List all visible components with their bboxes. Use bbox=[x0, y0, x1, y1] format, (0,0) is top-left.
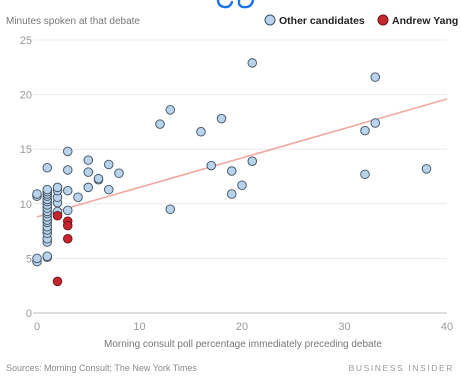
point-other-candidate bbox=[421, 164, 432, 174]
point-other-candidate bbox=[165, 105, 175, 115]
point-other-candidate bbox=[370, 118, 381, 128]
data-points bbox=[32, 58, 432, 287]
point-other-candidate bbox=[42, 251, 53, 261]
x-tick-label: 40 bbox=[441, 321, 453, 333]
point-other-candidate bbox=[196, 126, 206, 137]
brand-logo: BUSINESS INSIDER bbox=[349, 363, 454, 373]
point-other-candidate bbox=[103, 159, 114, 170]
point-andrew-yang bbox=[63, 233, 73, 244]
legend-marker-andrew-yang bbox=[377, 14, 389, 26]
point-other-candidate bbox=[63, 185, 73, 196]
clipped-title-fragment bbox=[237, 0, 255, 9]
trend-line-layer bbox=[36, 98, 448, 218]
x-tick-label: 30 bbox=[338, 321, 350, 333]
point-other-candidate bbox=[114, 168, 124, 178]
clipped-title-fragment bbox=[216, 0, 234, 9]
point-other-candidate bbox=[206, 160, 216, 171]
x-tick-label: 20 bbox=[236, 321, 248, 333]
trend-line bbox=[36, 98, 448, 218]
point-other-candidate bbox=[370, 72, 381, 82]
gridlines bbox=[33, 39, 447, 314]
point-other-candidate bbox=[63, 205, 73, 216]
point-other-candidate bbox=[237, 180, 247, 190]
point-other-candidate bbox=[52, 182, 63, 193]
point-other-candidate bbox=[216, 113, 227, 124]
point-other-candidate bbox=[103, 184, 114, 195]
legend-label-other-candidates: Other candidates bbox=[279, 15, 365, 27]
y-axis-title: Minutes spoken at that debate bbox=[6, 16, 140, 27]
point-other-candidate bbox=[226, 166, 237, 176]
point-andrew-yang bbox=[63, 220, 73, 231]
point-other-candidate bbox=[165, 204, 175, 215]
y-tick-label: 15 bbox=[20, 144, 32, 156]
point-other-candidate bbox=[360, 169, 370, 180]
point-other-candidate bbox=[247, 156, 257, 166]
point-andrew-yang bbox=[52, 211, 63, 221]
point-other-candidate bbox=[83, 182, 93, 193]
point-other-candidate bbox=[42, 184, 53, 195]
x-tick-label: 10 bbox=[133, 321, 145, 333]
point-other-candidate bbox=[73, 192, 83, 202]
point-other-candidate bbox=[247, 58, 257, 68]
point-other-candidate bbox=[360, 125, 370, 136]
y-tick-label: 25 bbox=[20, 35, 32, 47]
point-other-candidate bbox=[42, 163, 53, 173]
y-tick-label: 0 bbox=[26, 308, 32, 320]
x-tick-label: 0 bbox=[34, 321, 40, 333]
y-tick-label: 5 bbox=[26, 253, 32, 265]
chart-legend: Other candidates Andrew Yang bbox=[264, 14, 458, 27]
y-tick-label: 10 bbox=[20, 199, 32, 211]
y-axis-ticks: 0 5 10 15 20 25 bbox=[20, 35, 32, 320]
point-other-candidate bbox=[63, 146, 73, 157]
x-axis-title: Morning consult poll percentage immediat… bbox=[104, 339, 382, 350]
point-other-candidate bbox=[63, 165, 73, 175]
point-andrew-yang bbox=[52, 276, 63, 287]
point-other-candidate bbox=[226, 189, 237, 199]
source-note: Sources: Morning Consult; The New York T… bbox=[6, 363, 197, 373]
x-axis-ticks: 0 10 20 30 40 bbox=[34, 321, 453, 333]
legend-marker-other-candidates bbox=[264, 14, 276, 26]
y-tick-label: 20 bbox=[20, 90, 32, 102]
point-other-candidate bbox=[155, 119, 165, 129]
point-other-candidate bbox=[83, 167, 93, 177]
point-other-candidate bbox=[93, 173, 104, 184]
legend-label-andrew-yang: Andrew Yang bbox=[392, 15, 458, 27]
point-other-candidate bbox=[32, 189, 42, 199]
point-other-candidate bbox=[32, 253, 42, 264]
point-other-candidate bbox=[83, 155, 93, 165]
